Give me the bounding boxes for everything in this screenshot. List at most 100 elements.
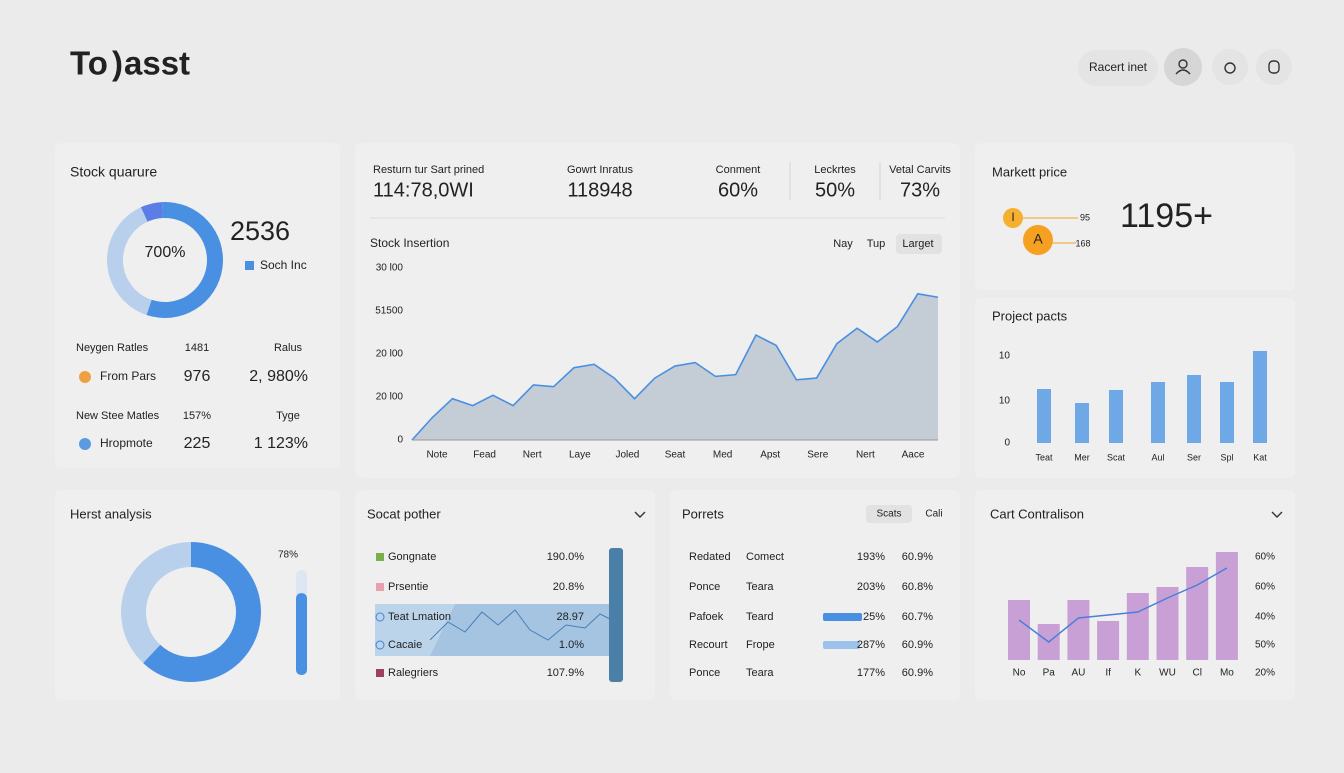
row-value: 60.9%: [902, 667, 933, 679]
x-tick-label: WU: [1159, 668, 1176, 679]
y-tick-label: 60%: [1255, 582, 1275, 593]
bar: [1186, 567, 1209, 660]
bar: [1151, 382, 1165, 443]
header-button-label[interactable]: Racert inet: [1089, 60, 1148, 74]
row-label: Teara: [746, 667, 774, 679]
legend-label: Soch Inc: [260, 258, 307, 272]
y-tick-label: 51500: [375, 306, 403, 317]
y-tick-label: 40%: [1255, 612, 1275, 623]
x-tick-label: Apst: [760, 450, 780, 461]
x-tick-label: Mo: [1220, 668, 1234, 679]
logo: asst: [124, 45, 190, 82]
row-value: 1 123%: [254, 435, 308, 452]
row-label: Teard: [746, 611, 774, 623]
bar: [1097, 621, 1120, 660]
tab[interactable]: Larget: [902, 238, 933, 250]
power-glyph: [1268, 60, 1280, 74]
row-value: 2, 980%: [249, 368, 308, 385]
scroll-bar[interactable]: [609, 548, 623, 682]
tab[interactable]: Tup: [867, 238, 886, 250]
x-tick-label: Nert: [856, 450, 875, 461]
kpi-value: 50%: [815, 179, 855, 201]
tab[interactable]: Scats: [876, 509, 901, 520]
donut-segment: [120, 542, 191, 664]
x-tick-label: Ser: [1187, 452, 1201, 462]
tab-pill[interactable]: [896, 234, 942, 254]
row-value: 177%: [857, 667, 885, 679]
alarm-glyph: [1224, 62, 1236, 74]
row-value: 107.9%: [547, 667, 585, 679]
user-glyph: [1175, 69, 1191, 75]
donut-segment: [140, 202, 163, 222]
chevron[interactable]: [1271, 511, 1283, 518]
bar: [1075, 403, 1089, 443]
x-tick-label: Cl: [1192, 668, 1201, 679]
x-tick-label: Kat: [1253, 452, 1267, 462]
panel-title: Porrets: [682, 506, 724, 521]
row-marker: [376, 669, 384, 677]
marker-value: 95: [1080, 212, 1090, 222]
kpi-value: 114:78,0WI: [373, 179, 474, 201]
row-label: Pafoek: [689, 611, 724, 623]
panel-title: Markett price: [992, 164, 1067, 179]
row-value: 25%: [863, 611, 885, 623]
row-marker: [375, 640, 385, 650]
y-tick-label: 10: [999, 396, 1011, 407]
highlight: [430, 604, 612, 656]
kpi-label: Vetal Carvits: [889, 164, 951, 176]
header-button[interactable]: [1078, 50, 1158, 86]
user-glyph: [1178, 59, 1188, 69]
row-label: Teara: [746, 581, 774, 593]
panel-title: Stock quarure: [70, 164, 157, 180]
panel: [670, 490, 960, 700]
row-label: Recourt: [689, 639, 728, 651]
y-tick-label: 10: [999, 351, 1011, 362]
row-label: Ralegriers: [388, 667, 439, 679]
row-label: Comect: [746, 551, 784, 563]
row-icon: [79, 371, 91, 383]
row-value: 193%: [857, 551, 885, 563]
x-tick-label: Scat: [1107, 452, 1126, 462]
row-icon: [79, 438, 91, 450]
tab-pill[interactable]: [866, 505, 912, 523]
row-value: 20.8%: [553, 581, 584, 593]
y-tick-label: 60%: [1255, 552, 1275, 563]
donut-segment: [106, 207, 152, 315]
row-value: 28.97: [556, 611, 584, 623]
bar: [1253, 351, 1267, 443]
tab[interactable]: Nay: [833, 238, 853, 250]
row-value: 976: [184, 368, 211, 385]
row-value: 225: [184, 435, 211, 452]
row-value: Ralus: [274, 342, 303, 354]
tab[interactable]: Cali: [925, 509, 942, 520]
panel: [975, 298, 1295, 478]
row-label: New Stee Matles: [76, 410, 160, 422]
bar: [1008, 600, 1030, 660]
bar: [1187, 375, 1201, 443]
power-icon[interactable]: [1256, 49, 1292, 85]
row-marker: [375, 612, 385, 622]
chevron[interactable]: [634, 511, 646, 518]
alarm-icon[interactable]: [1212, 49, 1248, 85]
row-label: Neygen Ratles: [76, 342, 149, 354]
y-tick-label: 20 l00: [376, 392, 404, 403]
row-label: Prsentie: [388, 581, 428, 593]
x-tick-label: Laye: [569, 450, 591, 461]
user-icon[interactable]: [1164, 48, 1202, 86]
row-marker: [376, 553, 384, 561]
bar: [1109, 390, 1123, 443]
progress-bar: [296, 593, 307, 675]
bar: [1126, 593, 1149, 660]
marker: [1003, 208, 1023, 228]
progress-label: 78%: [278, 550, 298, 561]
panel-title: Project pacts: [992, 308, 1068, 323]
bar: [1215, 552, 1238, 660]
marker-label: I: [1011, 210, 1014, 224]
x-tick-label: Note: [426, 450, 448, 461]
kpi-value: 60%: [718, 179, 758, 201]
kpi-label: Conment: [716, 164, 761, 176]
x-tick-label: Nert: [523, 450, 542, 461]
sparkline: [429, 609, 613, 641]
row-label: Hropmote: [100, 436, 153, 450]
